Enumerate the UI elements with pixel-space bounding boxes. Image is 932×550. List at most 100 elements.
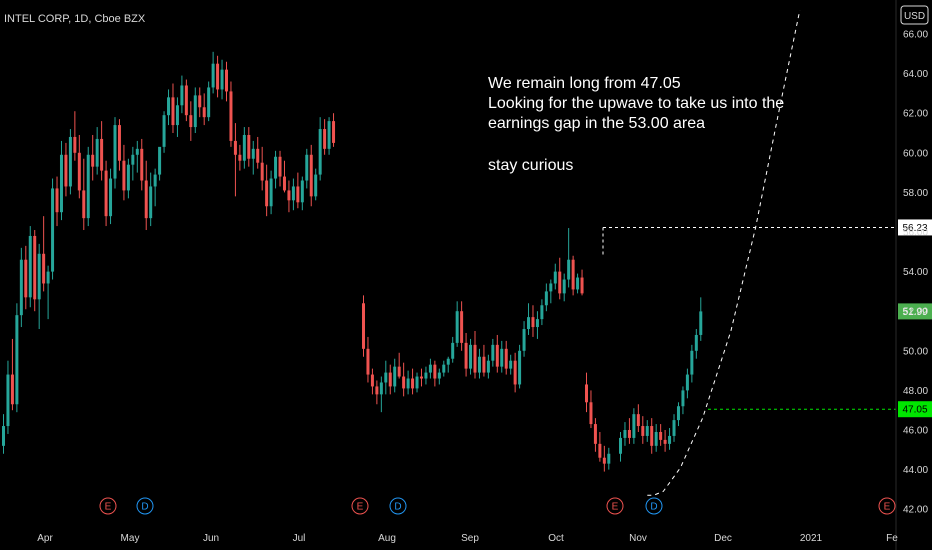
- candle: [296, 172, 300, 209]
- candle: [24, 245, 28, 310]
- candle: [189, 101, 193, 141]
- candle: [64, 142, 68, 197]
- candle: [225, 61, 228, 102]
- svg-text:D: D: [141, 502, 148, 513]
- candle: [144, 160, 148, 231]
- candle: [607, 447, 611, 470]
- candle: [482, 344, 486, 377]
- candle: [233, 123, 237, 197]
- candle: [636, 404, 640, 432]
- candle: [300, 176, 304, 211]
- candle: [411, 368, 415, 395]
- x-tick-label: May: [121, 533, 140, 544]
- x-axis: Apr May Jun Jul Aug Sep Oct Nov Dec 2021 Fe: [37, 533, 898, 544]
- candle: [428, 358, 432, 379]
- candle: [654, 424, 658, 452]
- candle: [650, 418, 654, 454]
- annotation-line: stay curious: [488, 157, 573, 174]
- candle: [247, 127, 251, 167]
- earnings-marker[interactable]: E: [606, 497, 624, 515]
- candle: [309, 144, 313, 207]
- candle: [184, 79, 188, 122]
- y-tick-label: 66.00: [903, 30, 928, 41]
- candle: [86, 146, 90, 227]
- candle: [641, 416, 645, 444]
- candle: [672, 414, 676, 442]
- candle: [527, 303, 531, 335]
- earnings-marker[interactable]: E: [351, 497, 369, 515]
- candle: [6, 360, 10, 434]
- svg-text:D: D: [394, 502, 401, 513]
- price-levels: 56.23 51.99 47.05: [602, 219, 932, 418]
- candle: [153, 168, 157, 207]
- candle: [402, 362, 406, 397]
- candle: [486, 354, 490, 379]
- dividend-marker[interactable]: D: [136, 497, 154, 515]
- candle: [28, 226, 32, 308]
- candle: [113, 117, 117, 189]
- candle: [415, 372, 419, 393]
- candle: [627, 418, 631, 444]
- candle: [180, 75, 184, 114]
- dividend-marker[interactable]: D: [389, 497, 407, 515]
- candle: [437, 368, 441, 385]
- y-tick-label: 50.00: [903, 346, 928, 357]
- candle: [216, 55, 220, 98]
- candle: [540, 299, 544, 326]
- candle: [593, 418, 597, 452]
- candle: [518, 344, 522, 389]
- chart-annotation[interactable]: We remain long from 47.05 Looking for the…: [488, 75, 784, 174]
- annotation-line: earnings gap in the 53.00 area: [488, 115, 705, 132]
- candle: [131, 146, 135, 181]
- candle: [158, 146, 162, 181]
- candle: [623, 422, 627, 446]
- svg-text:E: E: [357, 502, 364, 513]
- candle: [681, 386, 685, 415]
- y-tick-label: 64.00: [903, 69, 928, 80]
- candle: [229, 81, 233, 147]
- candle: [522, 321, 526, 357]
- projection-curve: [647, 10, 801, 496]
- candle: [104, 160, 108, 227]
- candle: [211, 51, 215, 94]
- svg-text:E: E: [105, 502, 112, 513]
- y-tick-label: 42.00: [903, 505, 928, 516]
- candle: [251, 140, 255, 175]
- candle: [10, 338, 14, 411]
- currency-badge[interactable]: USD: [900, 5, 929, 25]
- candle: [202, 93, 206, 126]
- candle: [393, 358, 397, 393]
- candle: [68, 129, 72, 195]
- svg-text:D: D: [650, 502, 657, 513]
- dividend-marker[interactable]: D: [645, 497, 663, 515]
- candle: [327, 117, 331, 155]
- candle: [2, 414, 5, 454]
- candle: [15, 303, 19, 413]
- candle: [388, 364, 392, 395]
- earnings-marker[interactable]: E: [878, 497, 896, 515]
- x-tick-label: Nov: [629, 533, 647, 544]
- candle: [305, 148, 309, 189]
- y-axis: 66.00 64.00 62.00 60.00 58.00 56.00 54.00 52.00…: [895, 0, 928, 550]
- y-tick-label: 54.00: [903, 267, 928, 278]
- candle: [477, 348, 481, 379]
- candle: [100, 121, 104, 181]
- candle: [509, 354, 513, 375]
- candle: [455, 301, 459, 347]
- candle: [278, 150, 282, 187]
- candle: [370, 368, 374, 395]
- candle: [117, 119, 121, 171]
- candle: [269, 170, 273, 215]
- candle: [379, 376, 383, 413]
- candle: [495, 334, 499, 373]
- price-badge-last: 51.99: [898, 303, 932, 320]
- x-tick-label: Jun: [203, 533, 219, 544]
- svg-text:E: E: [612, 502, 619, 513]
- candle: [451, 336, 455, 363]
- candle: [619, 431, 622, 462]
- candle: [397, 352, 401, 379]
- earnings-marker[interactable]: E: [99, 497, 117, 515]
